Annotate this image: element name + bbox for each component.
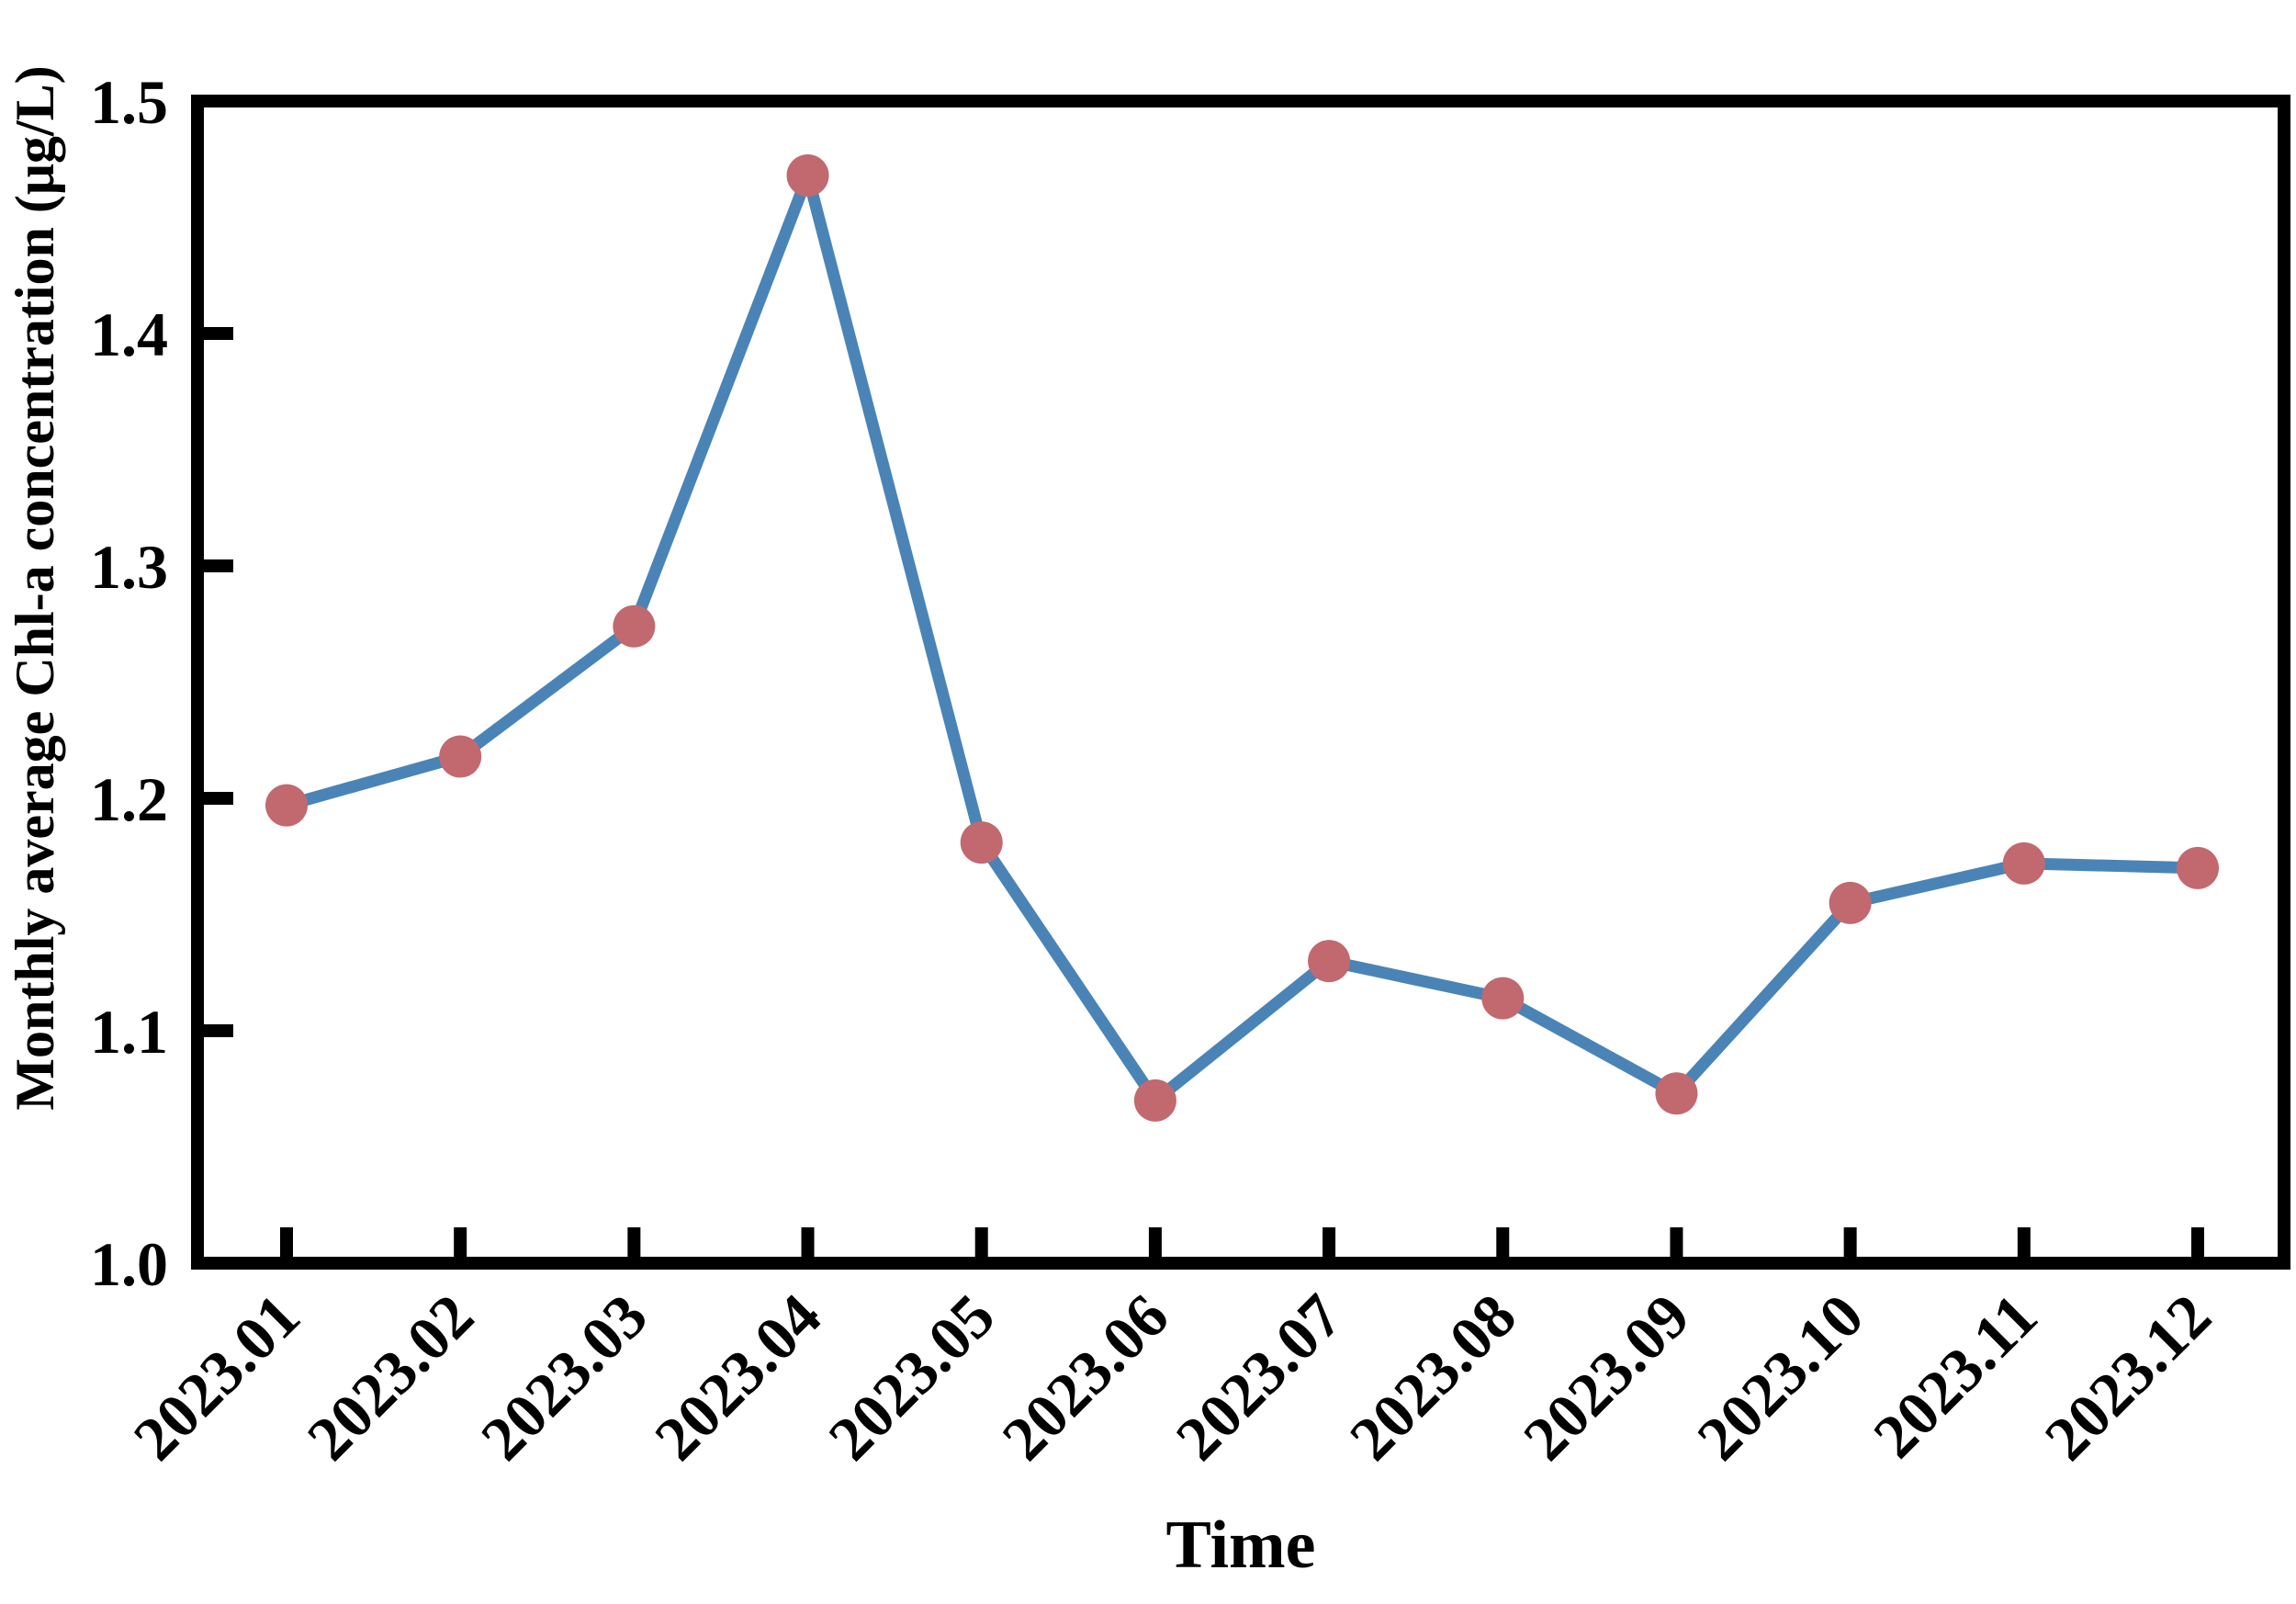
x-tick-label: 2023.06 bbox=[989, 1281, 1182, 1474]
x-tick-label: 2023.05 bbox=[815, 1281, 1007, 1474]
y-tick-label: 1.2 bbox=[90, 764, 168, 834]
x-tick-label: 2023.01 bbox=[120, 1281, 313, 1474]
x-tick-label: 2023.08 bbox=[1336, 1281, 1529, 1474]
x-axis-title: Time bbox=[1165, 1508, 1315, 1583]
data-line bbox=[280, 169, 2204, 1107]
data-point bbox=[960, 821, 1003, 864]
x-tick-label: 2023.04 bbox=[641, 1281, 834, 1474]
x-tick-label: 2023.09 bbox=[1510, 1281, 1703, 1474]
x-tick-label: 2023.02 bbox=[294, 1281, 487, 1474]
y-tick-label: 1.1 bbox=[90, 997, 168, 1067]
x-tick-label: 2023.10 bbox=[1683, 1281, 1876, 1474]
x-tick-label: 2023.12 bbox=[2032, 1281, 2224, 1474]
plot-area: 1.01.11.21.31.41.52023.012023.022023.032… bbox=[90, 67, 2290, 1474]
data-point bbox=[2002, 842, 2045, 885]
data-point bbox=[2177, 846, 2219, 889]
x-tick-label: 2023.11 bbox=[1860, 1281, 2050, 1471]
y-tick-label: 1.4 bbox=[90, 299, 168, 369]
y-tick-label: 1.5 bbox=[90, 67, 168, 137]
data-point bbox=[1133, 1079, 1176, 1122]
data-point bbox=[613, 604, 656, 648]
data-point bbox=[1481, 977, 1525, 1020]
data-point bbox=[1655, 1072, 1698, 1115]
x-tick-label: 2023.03 bbox=[467, 1281, 660, 1474]
y-tick-label: 1.3 bbox=[90, 532, 168, 602]
data-point bbox=[265, 784, 308, 827]
data-point bbox=[439, 735, 482, 778]
plot-border bbox=[191, 95, 2290, 1270]
y-tick-label: 1.0 bbox=[90, 1229, 168, 1299]
data-point bbox=[1829, 881, 1872, 924]
data-point bbox=[1308, 940, 1351, 983]
y-axis-title: Monthly average Chl-a concentration (μg/… bbox=[5, 65, 65, 1110]
data-point bbox=[786, 153, 829, 197]
x-tick-label: 2023.07 bbox=[1163, 1281, 1356, 1474]
